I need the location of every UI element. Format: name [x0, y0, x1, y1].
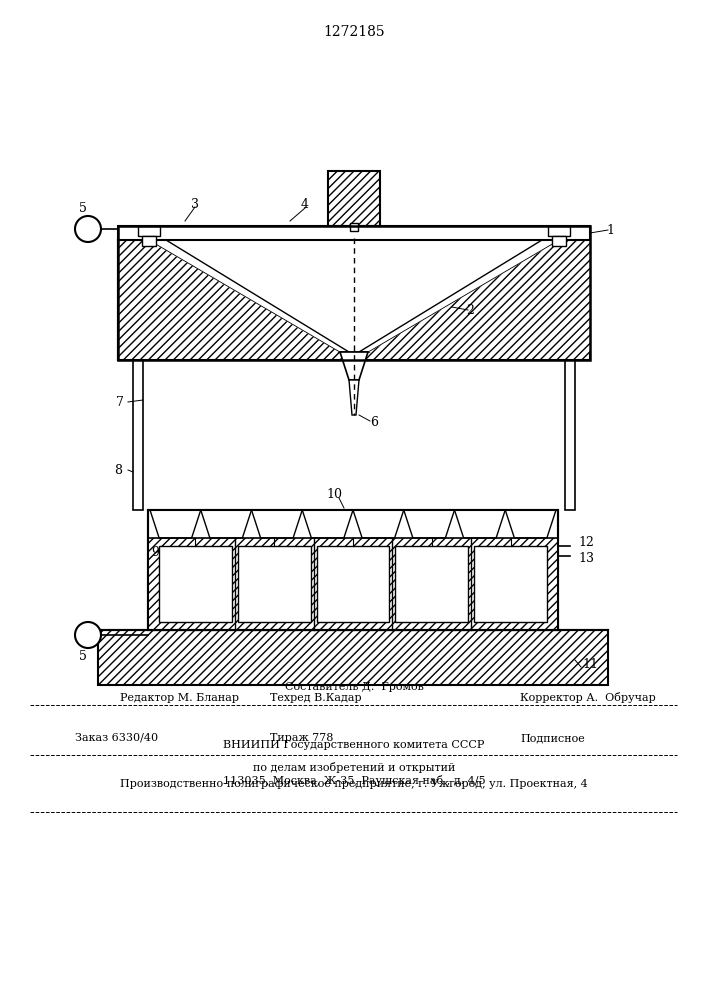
Bar [138, 226, 160, 236]
Text: Составитель Д.  Громов: Составитель Д. Громов [284, 682, 423, 692]
Bar [328, 171, 380, 226]
Bar [148, 510, 558, 630]
Text: 3: 3 [191, 198, 199, 211]
Bar [118, 240, 590, 360]
Polygon shape [404, 510, 455, 538]
Text: 10: 10 [326, 488, 342, 502]
Bar [118, 240, 590, 360]
Polygon shape [303, 510, 353, 538]
Text: 113035, Москва, Ж-35, Раушская наб., д. 4/5: 113035, Москва, Ж-35, Раушская наб., д. … [223, 775, 485, 786]
Text: Производственно-полиграфическое предприятие, г. Ужгород, ул. Проектная, 4: Производственно-полиграфическое предприя… [120, 779, 588, 789]
Polygon shape [166, 240, 542, 352]
Text: −: − [81, 626, 95, 644]
Text: 4: 4 [301, 198, 309, 211]
Polygon shape [369, 240, 590, 352]
Bar [317, 546, 390, 622]
Bar [148, 538, 558, 630]
Polygon shape [201, 510, 252, 538]
Bar [118, 226, 590, 360]
Bar [159, 546, 232, 622]
Text: 8: 8 [114, 464, 122, 477]
Text: 1: 1 [606, 224, 614, 236]
Text: Заказ 6330/40: Заказ 6330/40 [75, 733, 158, 743]
Text: ВНИИПИ Государственного комитета СССР: ВНИИПИ Государственного комитета СССР [223, 740, 485, 750]
Text: +: + [81, 222, 94, 236]
Polygon shape [118, 240, 339, 352]
Text: 6: 6 [370, 416, 378, 430]
Bar [142, 236, 156, 246]
Bar [548, 226, 570, 236]
Bar [350, 223, 358, 231]
Text: 2: 2 [466, 304, 474, 316]
Text: 5: 5 [79, 650, 87, 662]
Bar [118, 226, 590, 240]
Bar [148, 510, 558, 630]
Polygon shape [148, 240, 560, 352]
Text: Тираж 778: Тираж 778 [270, 733, 334, 743]
Bar [238, 546, 310, 622]
Text: 13: 13 [578, 552, 594, 566]
Bar [133, 360, 143, 510]
Polygon shape [252, 510, 303, 538]
Text: 5: 5 [79, 202, 87, 215]
Text: по делам изобретений и открытий: по делам изобретений и открытий [253, 762, 455, 773]
Bar [552, 236, 566, 246]
Polygon shape [150, 510, 201, 538]
Text: Техред В.Кадар: Техред В.Кадар [270, 693, 361, 703]
Text: 9: 9 [151, 546, 159, 560]
Polygon shape [353, 510, 404, 538]
Circle shape [75, 622, 101, 648]
Text: 12: 12 [578, 536, 594, 550]
Text: Корректор А.  Обручар: Корректор А. Обручар [520, 692, 656, 703]
Bar [98, 630, 608, 685]
Text: 1272185: 1272185 [323, 25, 385, 39]
Text: Редактор М. Бланар: Редактор М. Бланар [120, 693, 239, 703]
Bar [565, 360, 575, 510]
Polygon shape [340, 352, 368, 380]
Text: 7: 7 [116, 395, 124, 408]
Polygon shape [455, 510, 506, 538]
Polygon shape [506, 510, 556, 538]
Bar [474, 546, 547, 622]
Text: 11: 11 [582, 658, 598, 672]
Polygon shape [349, 380, 359, 415]
Text: Подписное: Подписное [520, 733, 585, 743]
Bar [395, 546, 468, 622]
Circle shape [75, 216, 101, 242]
